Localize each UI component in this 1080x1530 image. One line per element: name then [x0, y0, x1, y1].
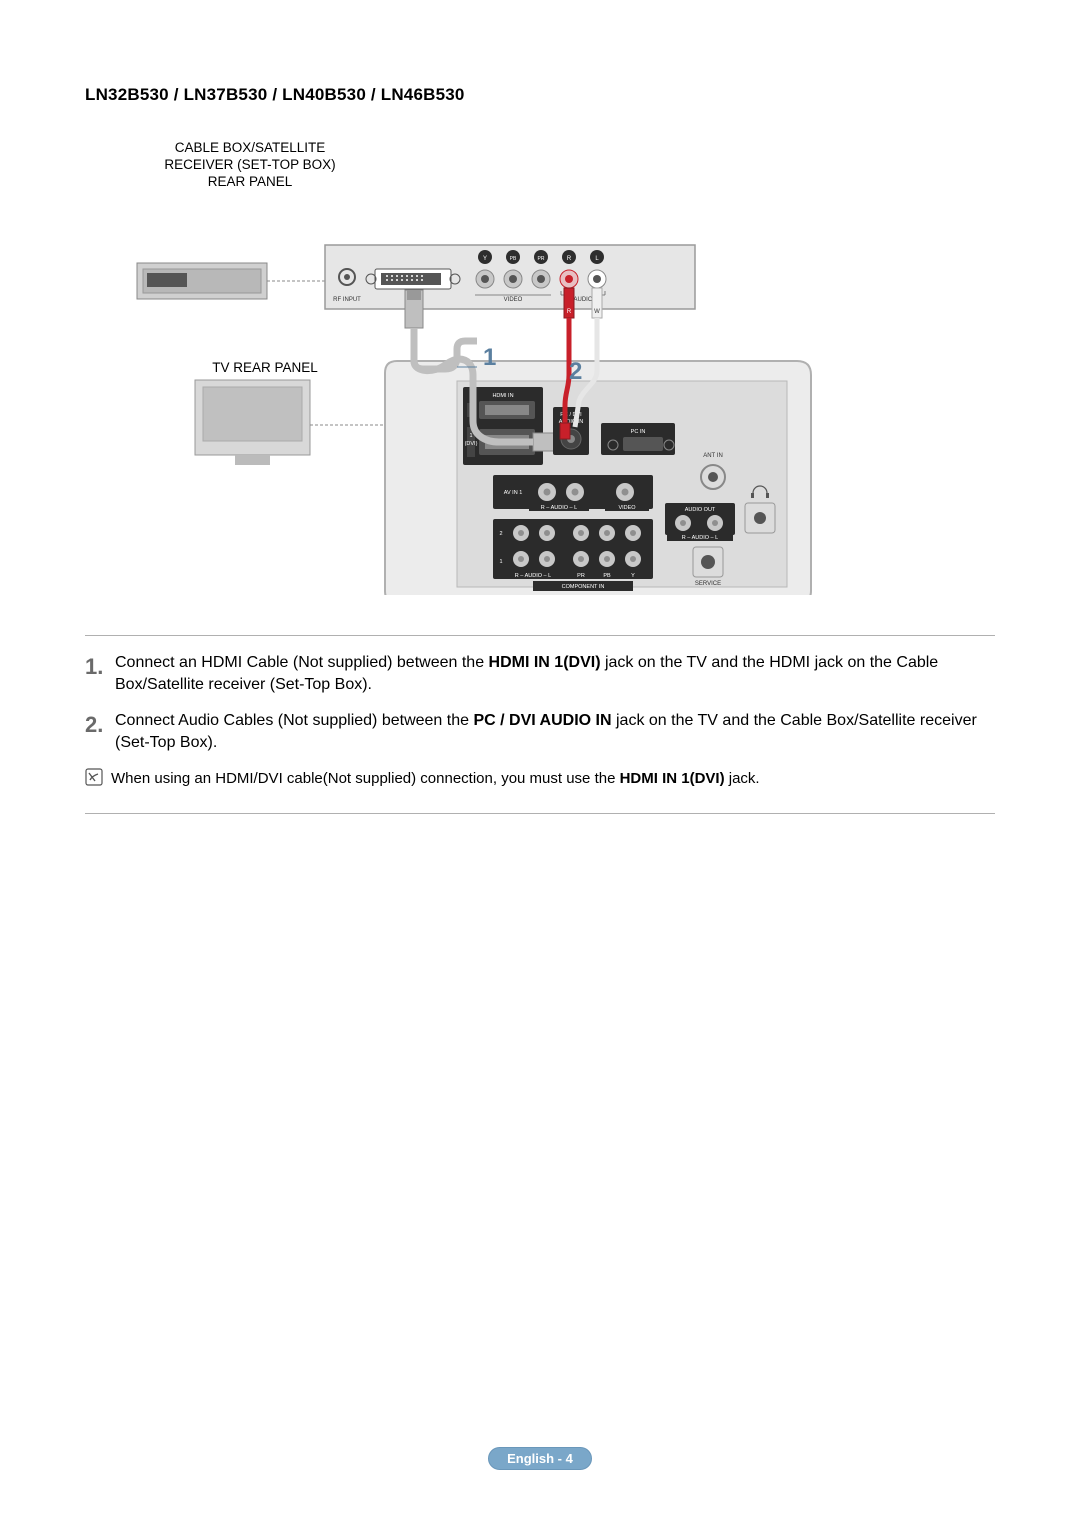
svg-text:1: 1 — [469, 433, 472, 439]
svg-text:(DVI): (DVI) — [465, 441, 478, 447]
svg-text:VIDEO: VIDEO — [504, 297, 523, 303]
page-footer: English - 4 — [0, 1447, 1080, 1470]
svg-text:2: 2 — [499, 531, 502, 537]
svg-text:R – AUDIO – L: R – AUDIO – L — [682, 535, 718, 541]
step-1: 1. Connect an HDMI Cable (Not supplied) … — [85, 652, 995, 696]
step-text: Connect Audio Cables (Not supplied) betw… — [115, 710, 995, 754]
svg-text:COMPONENT IN: COMPONENT IN — [562, 584, 605, 590]
note-text: When using an HDMI/DVI cable(Not supplie… — [111, 768, 760, 789]
divider-bottom — [85, 813, 995, 814]
svg-text:R: R — [567, 309, 572, 315]
diagram-svg: RF INPUT DVI Y PB PR — [85, 135, 985, 595]
svg-text:Y: Y — [631, 573, 635, 579]
page: LN32B530 / LN37B530 / LN40B530 / LN46B53… — [0, 0, 1080, 1530]
svg-text:SERVICE: SERVICE — [695, 581, 721, 587]
svg-text:PR: PR — [577, 573, 585, 579]
tv-thumbnail — [195, 380, 385, 465]
svg-text:Y: Y — [483, 256, 487, 262]
step-text: Connect an HDMI Cable (Not supplied) bet… — [115, 652, 995, 696]
svg-text:ANT IN: ANT IN — [703, 453, 723, 459]
connection-diagram: CABLE BOX/SATELLITE RECEIVER (SET-TOP BO… — [85, 135, 995, 595]
svg-text:VIDEO: VIDEO — [618, 505, 636, 511]
svg-text:R: R — [567, 256, 572, 262]
svg-text:R – AUDIO – L: R – AUDIO – L — [541, 505, 577, 511]
svg-text:PC IN: PC IN — [631, 429, 646, 435]
svg-text:AV IN 1: AV IN 1 — [504, 490, 523, 496]
svg-text:W: W — [594, 309, 600, 315]
callout-2: 2 — [569, 358, 582, 385]
svg-text:R – AUDIO – L: R – AUDIO – L — [515, 573, 551, 579]
svg-text:PR: PR — [538, 256, 545, 262]
note-icon — [85, 768, 111, 789]
steps-list: 1. Connect an HDMI Cable (Not supplied) … — [85, 636, 995, 799]
svg-text:HDMI IN: HDMI IN — [492, 393, 513, 399]
svg-text:PB: PB — [510, 256, 517, 262]
tv-rear-panel: HDMI IN 2 1 (DVI) PC / DVI AUDIO IN — [385, 361, 811, 595]
svg-text:AUDIO: AUDIO — [573, 297, 592, 303]
callout-1: 1 — [483, 344, 496, 371]
svg-text:AUDIO OUT: AUDIO OUT — [685, 507, 716, 513]
svg-text:RF INPUT: RF INPUT — [333, 297, 361, 303]
step-number: 1. — [85, 652, 115, 696]
footer-pill: English - 4 — [488, 1447, 592, 1470]
note: When using an HDMI/DVI cable(Not supplie… — [85, 768, 995, 789]
svg-text:PB: PB — [603, 573, 611, 579]
settop-rear-panel: RF INPUT DVI Y PB PR — [137, 245, 695, 328]
model-header: LN32B530 / LN37B530 / LN40B530 / LN46B53… — [85, 85, 995, 105]
svg-text:1: 1 — [499, 559, 502, 565]
step-2: 2. Connect Audio Cables (Not supplied) b… — [85, 710, 995, 754]
step-number: 2. — [85, 710, 115, 754]
